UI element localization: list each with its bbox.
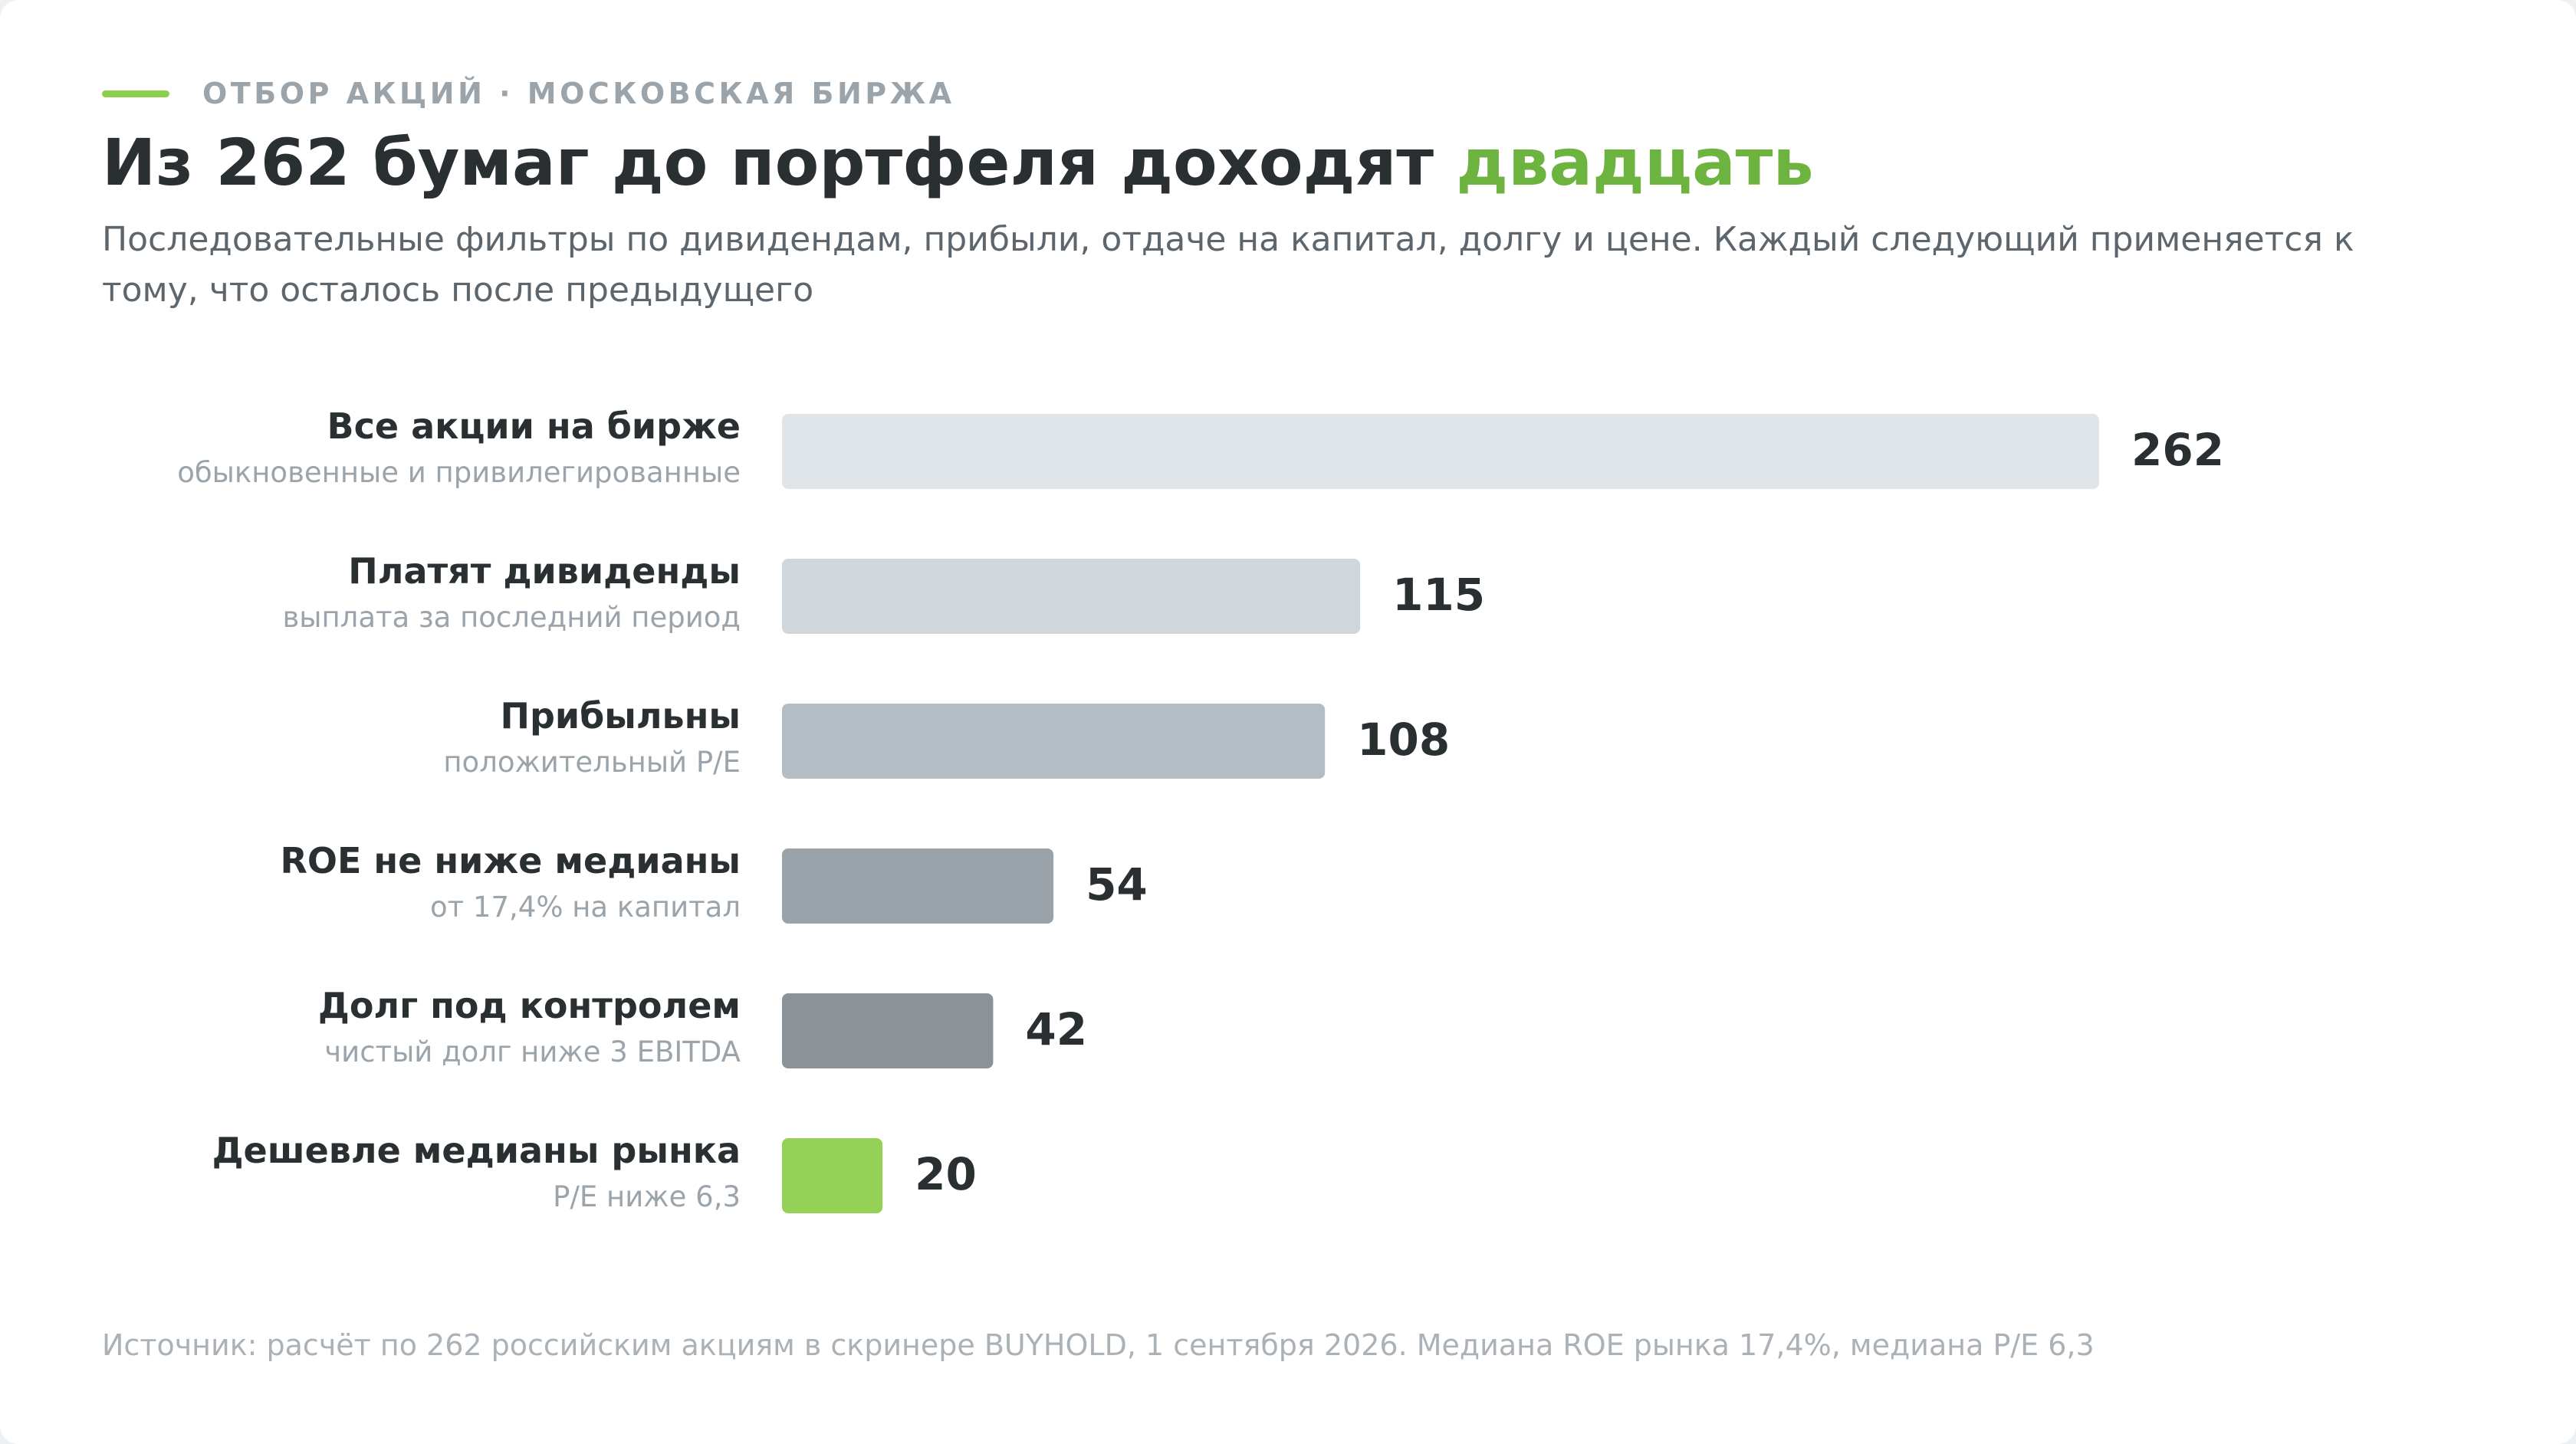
kicker-text: ОТБОР АКЦИЙ · МОСКОВСКАЯ БИРЖА	[202, 77, 955, 110]
bar-sublabel: выплата за последний период	[282, 601, 741, 634]
bar-label: Прибыльны	[500, 695, 741, 737]
bar	[782, 993, 994, 1068]
bar-row: Дешевле медианы рынка P/E ниже 6,3 20	[212, 1130, 977, 1213]
bar-sublabel: положительный P/E	[443, 746, 741, 779]
bar-sublabel: P/E ниже 6,3	[553, 1180, 741, 1213]
bar-value-label: 262	[2131, 424, 2224, 476]
bar-row: ROE не ниже медианы от 17,4% на капитал 54	[280, 840, 1148, 924]
bar-sublabel: от 17,4% на капитал	[430, 891, 741, 924]
bar-sublabel: чистый долг ниже 3 EBITDA	[324, 1035, 741, 1068]
bar-value-label: 20	[915, 1148, 977, 1200]
bar-sublabel: обыкновенные и привилегированные	[177, 456, 741, 489]
page-title: Из 262 бумаг до портфеля доходят двадцат…	[102, 120, 1814, 205]
bar-value-label: 54	[1086, 858, 1148, 911]
title-accent: двадцать	[1456, 125, 1814, 200]
bar-row: Платят дивиденды выплата за последний пер…	[282, 550, 1485, 634]
bar-label: Долг под контролем	[318, 985, 741, 1026]
bar-label: Все акции на бирже	[327, 405, 741, 447]
bar-label: Платят дивиденды	[348, 550, 741, 592]
title-main: Из 262 бумаг до портфеля доходят	[102, 125, 1457, 200]
bar-value-label: 42	[1025, 1003, 1087, 1055]
bar	[782, 704, 1326, 779]
bar-row: Долг под контролем чистый долг ниже 3 EBI…	[318, 985, 1087, 1068]
bar	[782, 414, 2099, 489]
chart-subtitle: Последовательные фильтры по дивидендам, …	[102, 220, 2354, 310]
bar-label: ROE не ниже медианы	[280, 840, 741, 881]
bar-row: Прибыльны положительный P/E 108	[443, 695, 1450, 779]
bar-row: Все акции на бирже обыкновенные и привиле…	[177, 405, 2224, 489]
bar-value-label: 108	[1357, 714, 1450, 766]
bar	[782, 848, 1054, 924]
bar	[782, 559, 1361, 634]
bar-value-label: 115	[1392, 569, 1485, 621]
kicker-accent-line	[102, 90, 169, 97]
bar-label: Дешевле медианы рынка	[212, 1130, 741, 1171]
source-note: Источник: расчёт по 262 российским акция…	[102, 1328, 2095, 1362]
kicker: ОТБОР АКЦИЙ · МОСКОВСКАЯ БИРЖА	[102, 74, 955, 113]
bar	[782, 1138, 883, 1213]
